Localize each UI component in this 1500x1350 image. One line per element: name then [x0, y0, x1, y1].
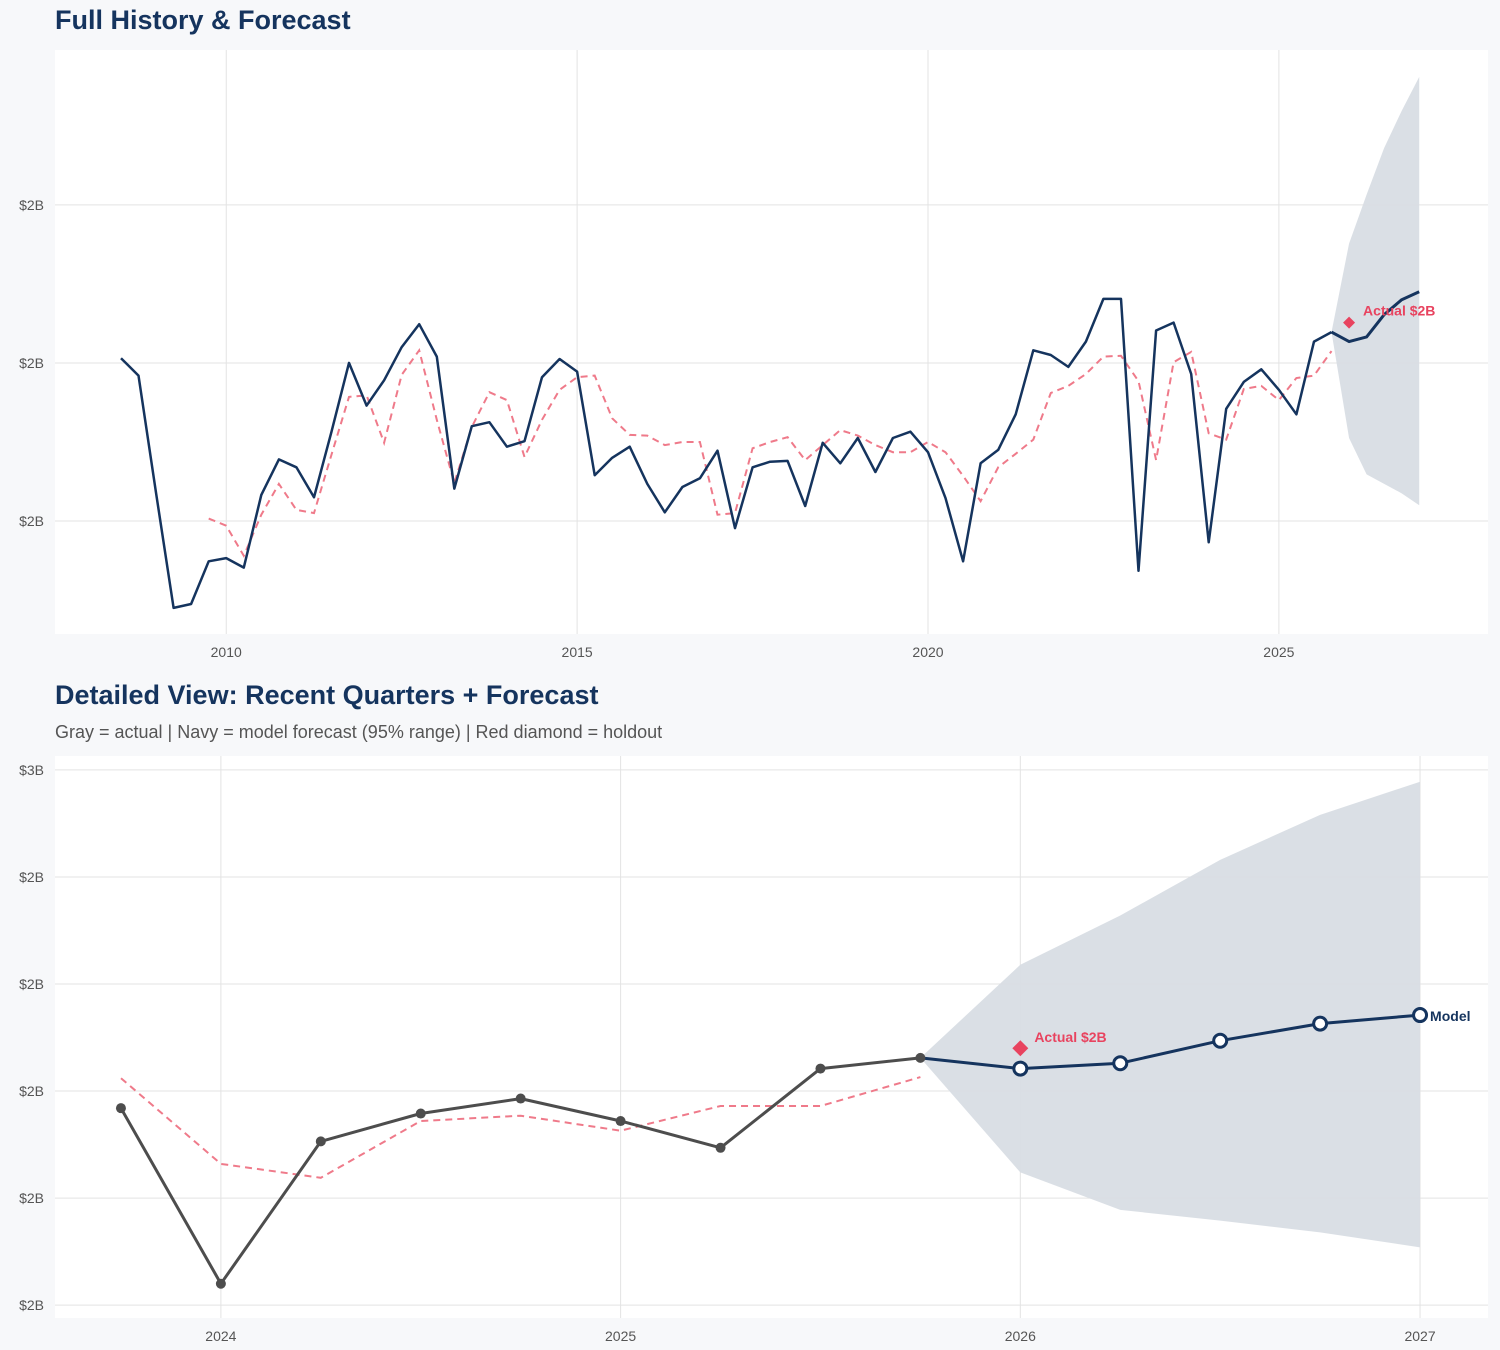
- y-tick-label: $2B: [19, 197, 44, 213]
- x-tick-label: 2025: [1263, 644, 1294, 660]
- forecast-line: [920, 1013, 1421, 1071]
- bottom-chart-subtitle: Gray = actual | Navy = model forecast (9…: [55, 722, 663, 742]
- y-tick-label: $2B: [19, 1083, 44, 1099]
- forecast-point: [1112, 1055, 1129, 1072]
- bottom-chart-title: Detailed View: Recent Quarters + Forecas…: [55, 680, 599, 710]
- forecast-95-range-band: [920, 781, 1421, 1248]
- actual-point: [315, 1136, 326, 1147]
- y-tick-label: $2B: [19, 355, 44, 371]
- holdout-diamond: [1012, 1040, 1029, 1057]
- x-tick-label: 2024: [205, 1328, 236, 1344]
- actual-point: [215, 1278, 226, 1289]
- x-tick-label: 2026: [1005, 1328, 1036, 1344]
- forecast-point: [1012, 1060, 1029, 1077]
- actual-line: [120, 297, 1333, 610]
- actual-point: [115, 1103, 126, 1114]
- actual-point: [615, 1116, 626, 1127]
- y-tick-label: $2B: [19, 869, 44, 885]
- actual-point: [915, 1052, 926, 1063]
- forecast-line: [1330, 290, 1420, 344]
- top-chart-title: Full History & Forecast: [55, 5, 351, 35]
- actual-point: [715, 1142, 726, 1153]
- holdout-label: Actual $2B: [1363, 303, 1435, 319]
- actual-point: [515, 1093, 526, 1104]
- x-tick-label: 2025: [605, 1328, 636, 1344]
- y-tick-label: $2B: [19, 1297, 44, 1313]
- forecast-point: [1212, 1032, 1229, 1049]
- y-tick-label: $2B: [19, 1190, 44, 1206]
- y-tick-label: $3B: [19, 762, 44, 778]
- y-tick-label: $2B: [19, 513, 44, 529]
- model-label: Model: [1430, 1008, 1470, 1024]
- forecast-point: [1412, 1007, 1429, 1024]
- bottom-chart: 2024 2025 2026 2027 $2B $2B $2B $2B $2B $3B Model A…: [19, 756, 1488, 1344]
- x-tick-label: 2010: [211, 644, 242, 660]
- fitted-dashed-line: [120, 1076, 921, 1179]
- x-tick-label: 2020: [912, 644, 943, 660]
- holdout-label: Actual $2B: [1034, 1029, 1106, 1045]
- fitted-dashed-line: [208, 347, 1333, 559]
- x-tick-label: 2015: [562, 644, 593, 660]
- x-tick-label: 2027: [1404, 1328, 1435, 1344]
- actual-point: [815, 1063, 826, 1074]
- top-chart: 2010 2015 2020 2025 $2B $2B $2B Actual $2B: [19, 50, 1488, 660]
- actual-point: [415, 1108, 426, 1119]
- y-tick-label: $2B: [19, 976, 44, 992]
- top-plot-area: [55, 50, 1488, 634]
- forecast-point: [1312, 1015, 1329, 1032]
- forecast-95-range-band: [1331, 76, 1420, 506]
- holdout-diamond: [1343, 316, 1356, 329]
